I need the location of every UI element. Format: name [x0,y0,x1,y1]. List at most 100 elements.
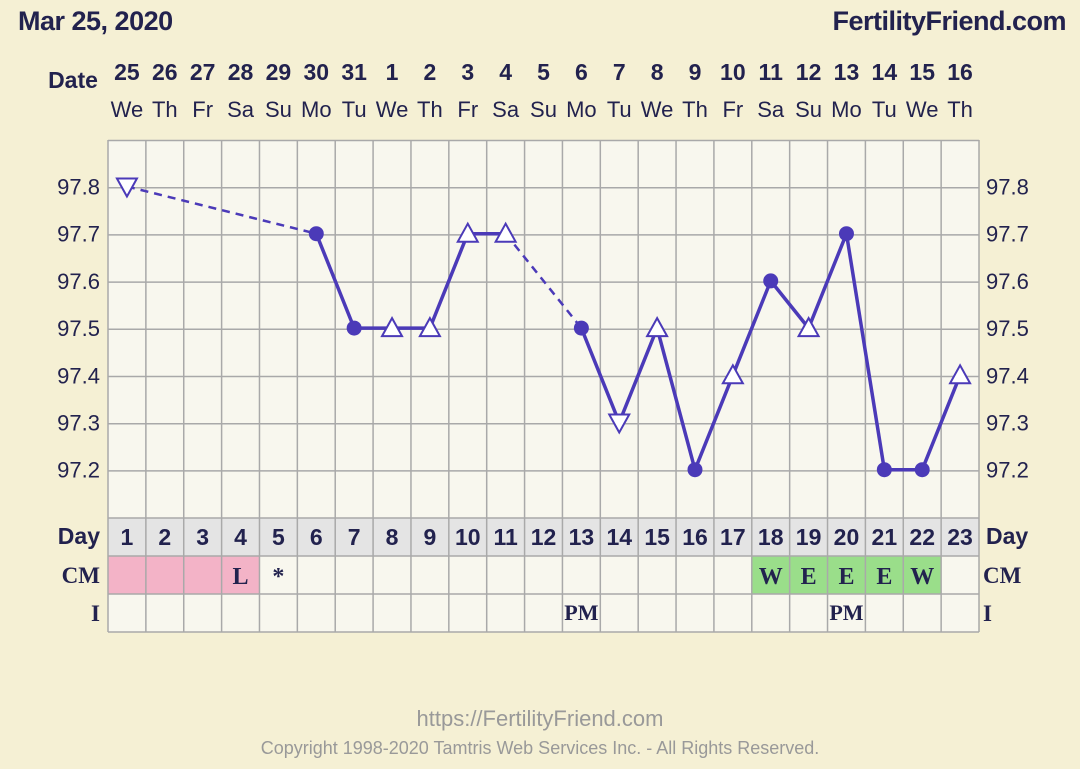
cm-entry: E [838,564,854,590]
weekday-label: Mo [301,97,332,122]
date-label: 12 [796,59,822,85]
date-label: 27 [190,59,216,85]
temp-point [456,221,480,243]
weekday-label: Tu [342,97,367,122]
cycle-day-label: 21 [872,524,898,550]
temp-point [838,226,854,242]
intercourse-entry: PM [564,600,598,625]
temp-line-segment [769,279,810,330]
date-label: 3 [461,59,474,85]
temp-point [607,413,631,435]
intercourse-row-bg [108,594,980,632]
cycle-day-label: 7 [348,524,361,550]
weekday-label: Sa [757,97,785,122]
cycle-day-label: 15 [644,524,670,550]
cycle-day-label: 3 [196,524,209,550]
temp-line-segment [617,327,659,424]
menses-cell [221,556,260,594]
cm-entry: W [759,564,783,590]
date-label: 14 [872,59,898,85]
cm-entry: * [272,564,284,590]
cycle-day-label: 17 [720,524,746,550]
date-label: 31 [341,59,367,85]
temp-line-segment [731,280,773,376]
y-tick-right: 97.7 [986,222,1029,247]
y-tick-left: 97.6 [57,269,100,294]
cycle-day-label: 23 [947,524,973,550]
cycle-day-label: 22 [909,524,935,550]
fertile-cm-cell [865,556,904,594]
date-label: 25 [114,59,140,85]
footer-copyright: Copyright 1998-2020 Tamtris Web Services… [260,738,820,758]
site-name[interactable]: FertilityFriend.com [832,6,1066,36]
temp-line-segment [844,233,887,470]
menses-cell [108,556,146,594]
cycle-day-label: 6 [310,524,323,550]
cycle-day-label: 4 [234,524,247,550]
date-label: 1 [386,59,399,85]
cycle-day-label: 13 [569,524,595,550]
cm-entry: W [910,564,934,590]
day-row-bg [108,518,980,556]
y-tick-right: 97.3 [986,411,1029,436]
temp-point [645,316,669,338]
date-label: 6 [575,59,588,85]
fertile-cm-cell [751,556,790,594]
temp-line-segment [126,185,317,235]
footer-url[interactable]: https://FertilityFriend.com [416,706,664,731]
temp-line-segment [920,374,962,471]
weekday-label: We [376,97,409,122]
chart-date: Mar 25, 2020 [18,6,173,36]
temp-line-segment [806,233,849,329]
day-row-label: Day [58,523,100,549]
weekday-label: Tu [607,97,632,122]
cm-row-label-right: CM [983,563,1022,588]
weekday-label: Th [947,97,973,122]
y-tick-left: 97.4 [57,363,100,388]
cycle-day-label: 9 [423,524,436,550]
weekday-label: We [641,97,674,122]
date-label: 13 [834,59,860,85]
date-label: 4 [499,59,512,85]
y-tick-left: 97.5 [57,316,100,341]
temp-line-segment [693,374,735,471]
cycle-day-label: 18 [758,524,784,550]
temp-point [948,363,972,385]
weekday-label: We [111,97,144,122]
temp-point [308,226,324,242]
fertile-cm-cell [827,556,866,594]
temp-line-segment [314,233,356,329]
y-tick-left: 97.3 [57,411,100,436]
weekday-label: Th [152,97,178,122]
intercourse-row-label-right: I [983,601,992,626]
y-tick-right: 97.6 [986,269,1029,294]
temp-point [721,363,745,385]
y-tick-left: 97.2 [57,458,100,483]
temp-line-segment [504,232,583,329]
temp-line-segment [655,327,697,471]
temp-point [914,462,930,478]
temp-point [493,221,518,243]
weekday-label: Fr [457,97,478,122]
cycle-day-label: 8 [386,524,399,550]
date-label: 26 [152,59,178,85]
fertile-cm-cell [789,556,828,594]
cm-entry: E [876,564,892,590]
date-label: 11 [759,59,784,85]
weekday-label: Su [265,97,292,122]
weekday-label: Su [530,97,557,122]
weekday-label: Th [682,97,708,122]
weekday-label: Mo [566,97,597,122]
temp-point [115,177,139,199]
cycle-day-label: 10 [455,524,481,550]
date-label: 7 [613,59,626,85]
weekday-label: Su [795,97,822,122]
cycle-day-label: 20 [834,524,860,550]
date-label: 28 [228,59,254,85]
weekday-label: Fr [722,97,743,122]
y-tick-left: 97.8 [57,175,100,200]
temp-point [876,462,892,478]
date-label: 30 [303,59,329,85]
temp-point [418,316,442,338]
